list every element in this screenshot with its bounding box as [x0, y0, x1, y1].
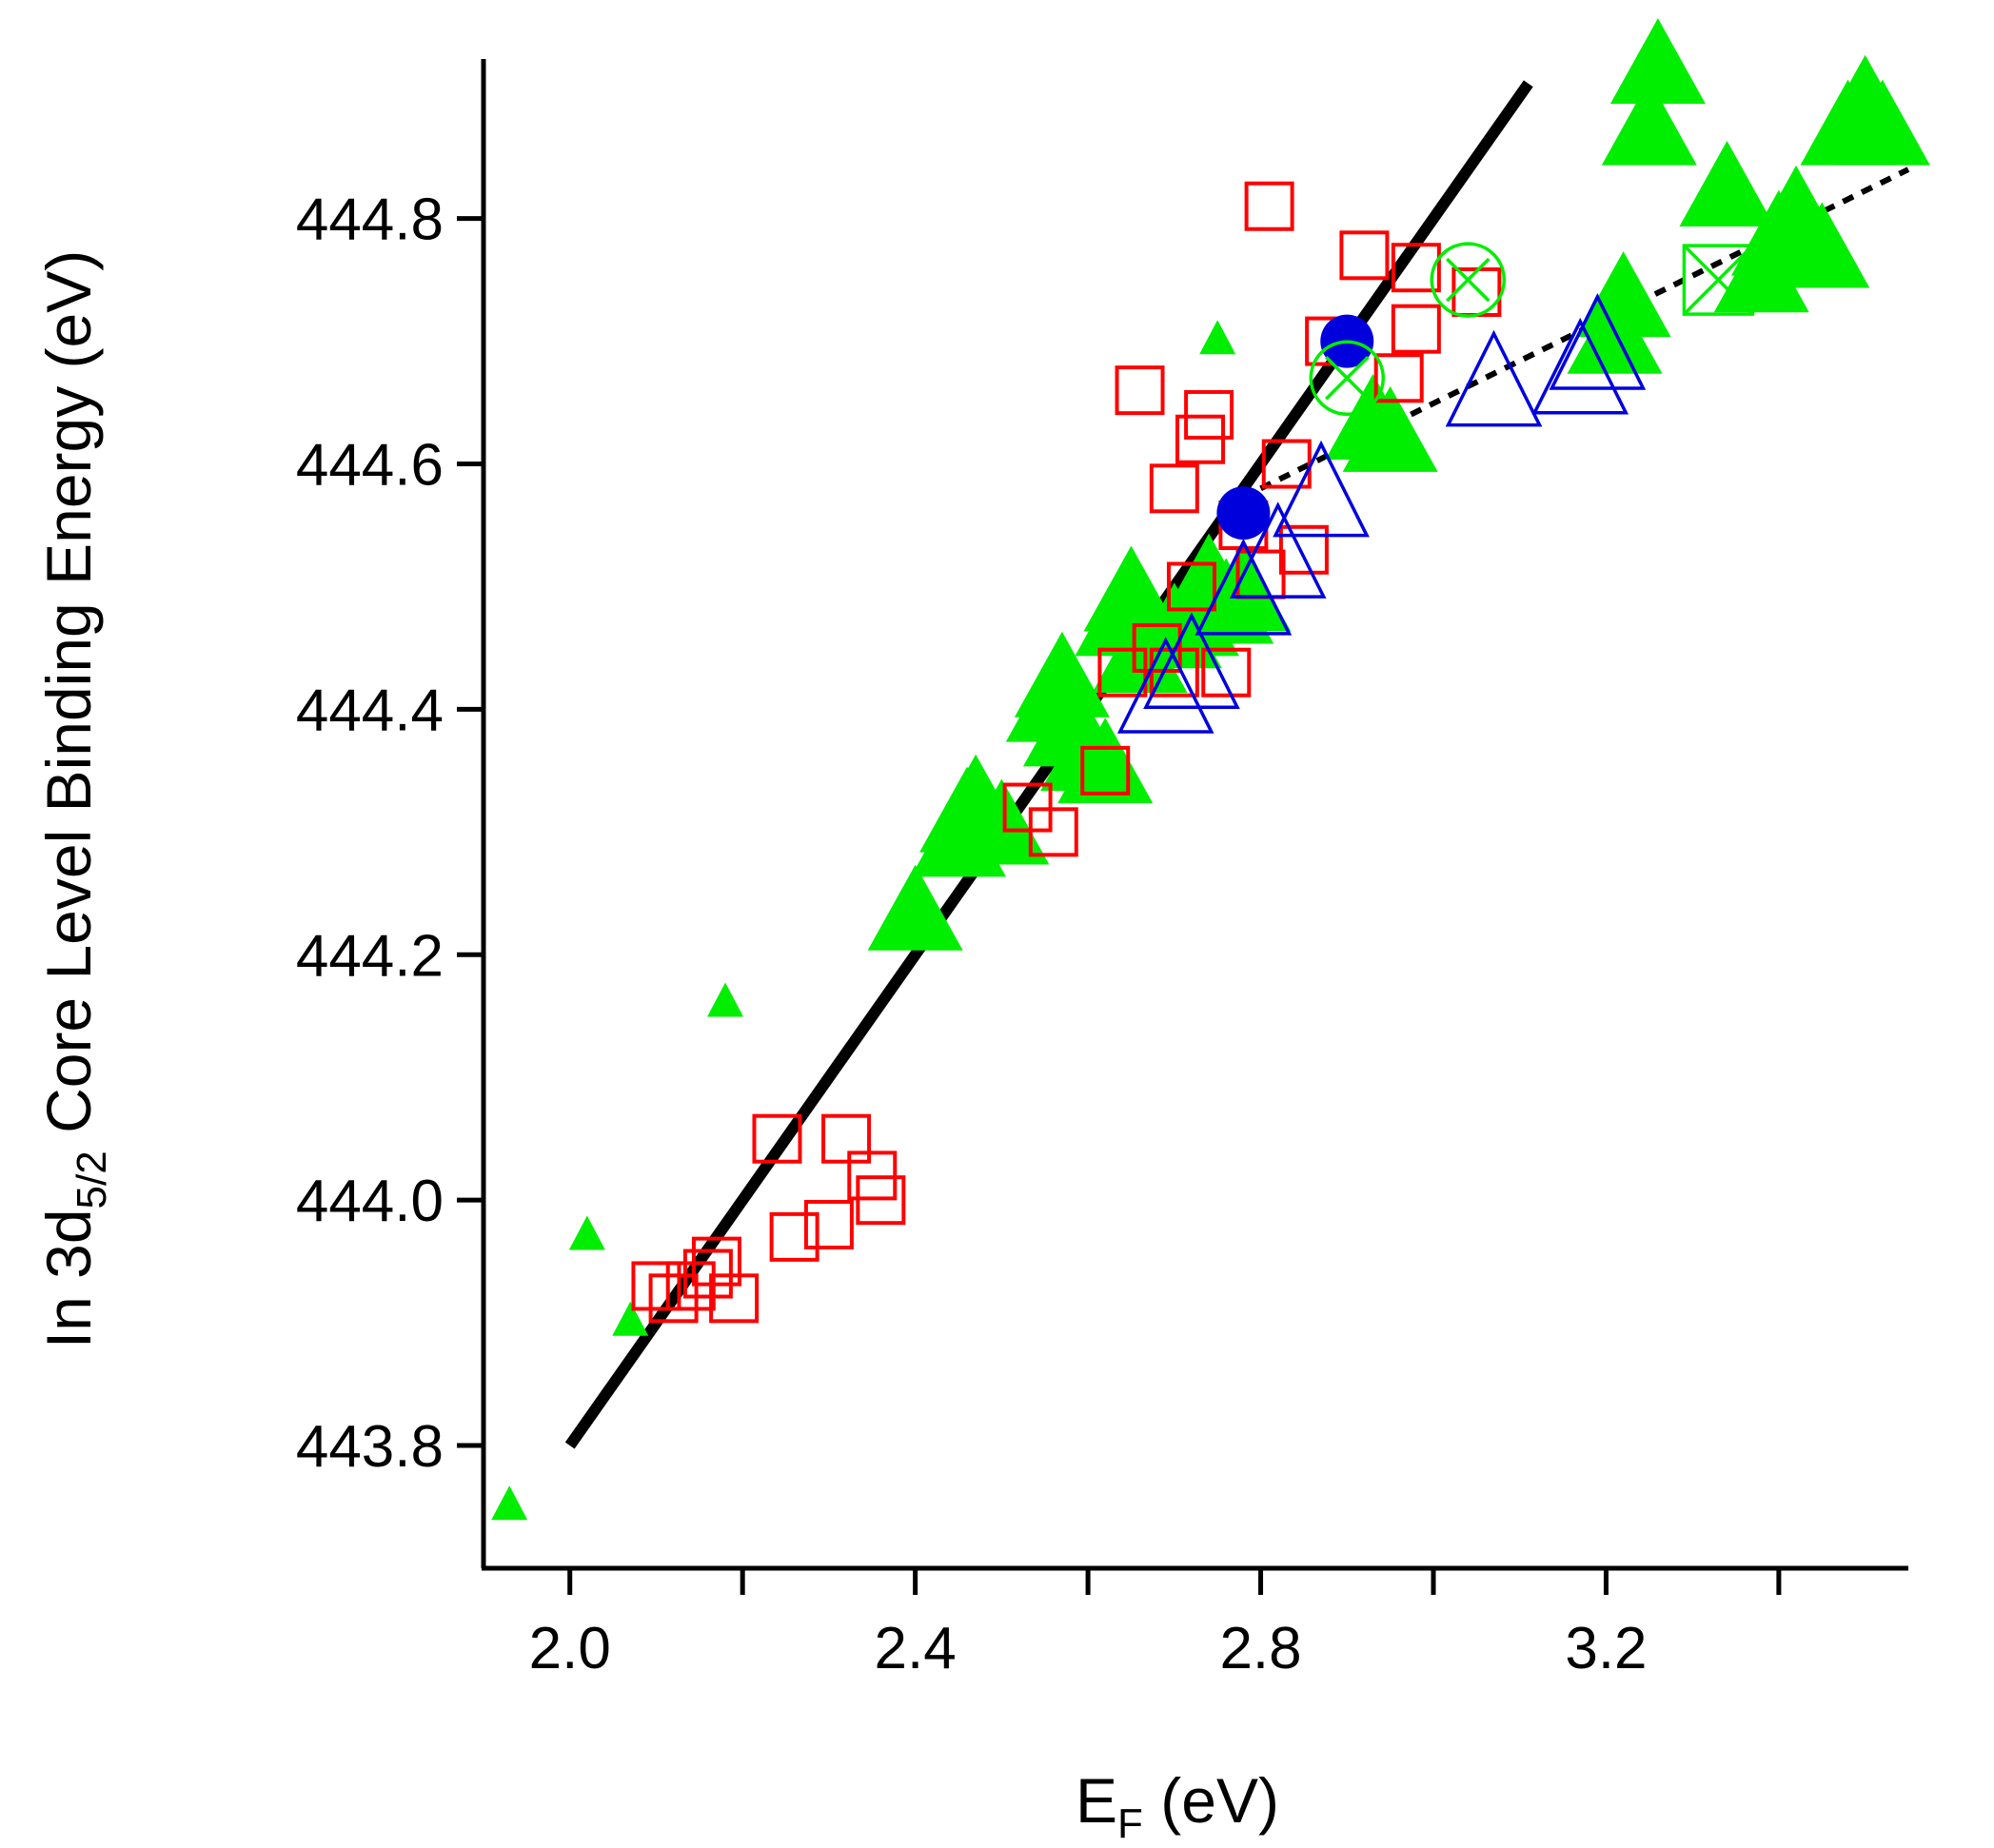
y-tick-label: 444.0 — [296, 1169, 444, 1234]
point-red-square — [1149, 463, 1199, 514]
x-axis-title-sub: F — [1117, 1800, 1143, 1847]
point-blue-open-triangle — [1194, 538, 1293, 636]
point-green-triangle — [954, 778, 1050, 865]
point-green-triangle — [1834, 79, 1930, 166]
square-x-cross — [1683, 244, 1754, 316]
point-red-square — [631, 1261, 681, 1311]
y-tick-label: 444.4 — [296, 678, 444, 743]
x-axis-title-unit: (eV) — [1143, 1765, 1279, 1836]
circle-x-ring — [1430, 242, 1507, 318]
point-red-square — [1391, 304, 1441, 354]
point-green-small-triangle — [491, 1485, 528, 1521]
point-red-square — [691, 1236, 741, 1287]
point-red-square — [769, 1211, 819, 1262]
point-blue-open-triangle — [1531, 317, 1629, 415]
circle-x-cross — [1446, 257, 1491, 303]
point-blue-open-triangle — [1143, 612, 1240, 709]
point-green-circle-x — [1430, 242, 1507, 318]
y-axis-title-prefix: In 3d — [33, 1209, 104, 1348]
point-blue-circle — [1216, 486, 1271, 541]
point-green-small-triangle — [612, 1301, 649, 1336]
point-blue-open-triangle — [1116, 637, 1214, 734]
point-red-square — [1166, 561, 1216, 612]
point-green-triangle — [1083, 545, 1179, 632]
point-green-circle-x — [1309, 340, 1386, 417]
point-red-square — [1184, 389, 1234, 440]
point-red-square — [821, 1113, 872, 1164]
point-red-square — [752, 1113, 802, 1164]
point-green-triangle — [867, 864, 963, 951]
x-tick-label: 2.8 — [1219, 1616, 1301, 1681]
point-red-square — [856, 1175, 906, 1226]
point-red-square — [803, 1199, 854, 1249]
point-green-triangle — [1342, 385, 1438, 472]
x-tick-label: 2.4 — [875, 1616, 957, 1681]
point-red-square — [1278, 524, 1329, 575]
y-tick-label: 443.8 — [296, 1414, 444, 1480]
y-tick-label: 444.2 — [296, 923, 444, 989]
y-tick-label: 444.8 — [296, 187, 444, 253]
point-green-small-triangle — [1199, 320, 1236, 355]
y-tick-label: 444.6 — [296, 433, 444, 499]
point-green-triangle — [1575, 251, 1671, 338]
y-axis-title-sub: 5/2 — [69, 1150, 115, 1209]
x-axis-title: EF (eV) — [1076, 1765, 1279, 1847]
x-axis-title-main: E — [1076, 1765, 1117, 1836]
point-red-square — [1201, 647, 1252, 698]
point-green-triangle — [1679, 141, 1775, 227]
point-red-square — [1373, 353, 1424, 403]
point-green-triangle — [1014, 631, 1110, 718]
circle-x-ring — [1309, 340, 1386, 417]
point-green-triangle — [1774, 202, 1870, 288]
y-axis-title: In 3d5/2 Core Level Binding Energy (eV) — [33, 250, 115, 1348]
axes — [481, 59, 1908, 1571]
point-red-square — [1391, 243, 1441, 293]
y-axis-title-suffix: Core Level Binding Energy (eV) — [33, 250, 104, 1151]
point-green-small-triangle — [707, 982, 744, 1017]
point-green-small-triangle — [568, 1215, 605, 1250]
x-tick-label: 3.2 — [1565, 1616, 1647, 1681]
point-blue-open-triangle — [1445, 329, 1543, 427]
point-red-square — [1080, 745, 1131, 796]
point-green-triangle — [1601, 79, 1697, 166]
point-red-square — [1244, 181, 1294, 231]
point-blue-open-triangle — [1229, 501, 1327, 599]
point-red-square — [1028, 807, 1078, 857]
ticks: 2.0 2.4 2.8 3.2 443.8 444.0 444.2 444.4 444.6 444… — [296, 187, 1782, 1681]
point-green-triangle — [1195, 545, 1292, 632]
circle-x-cross — [1325, 356, 1370, 401]
point-red-square — [1115, 365, 1165, 416]
point-green-square-x — [1682, 244, 1755, 316]
point-red-square — [1339, 230, 1390, 281]
point-blue-open-triangle — [1273, 440, 1370, 538]
point-blue-open-triangle — [1549, 293, 1647, 390]
x-tick-label: 2.0 — [529, 1616, 611, 1681]
point-green-triangle — [1609, 18, 1706, 105]
data-points — [491, 18, 1930, 1521]
square-x-box — [1682, 244, 1755, 316]
point-red-square — [709, 1273, 760, 1324]
